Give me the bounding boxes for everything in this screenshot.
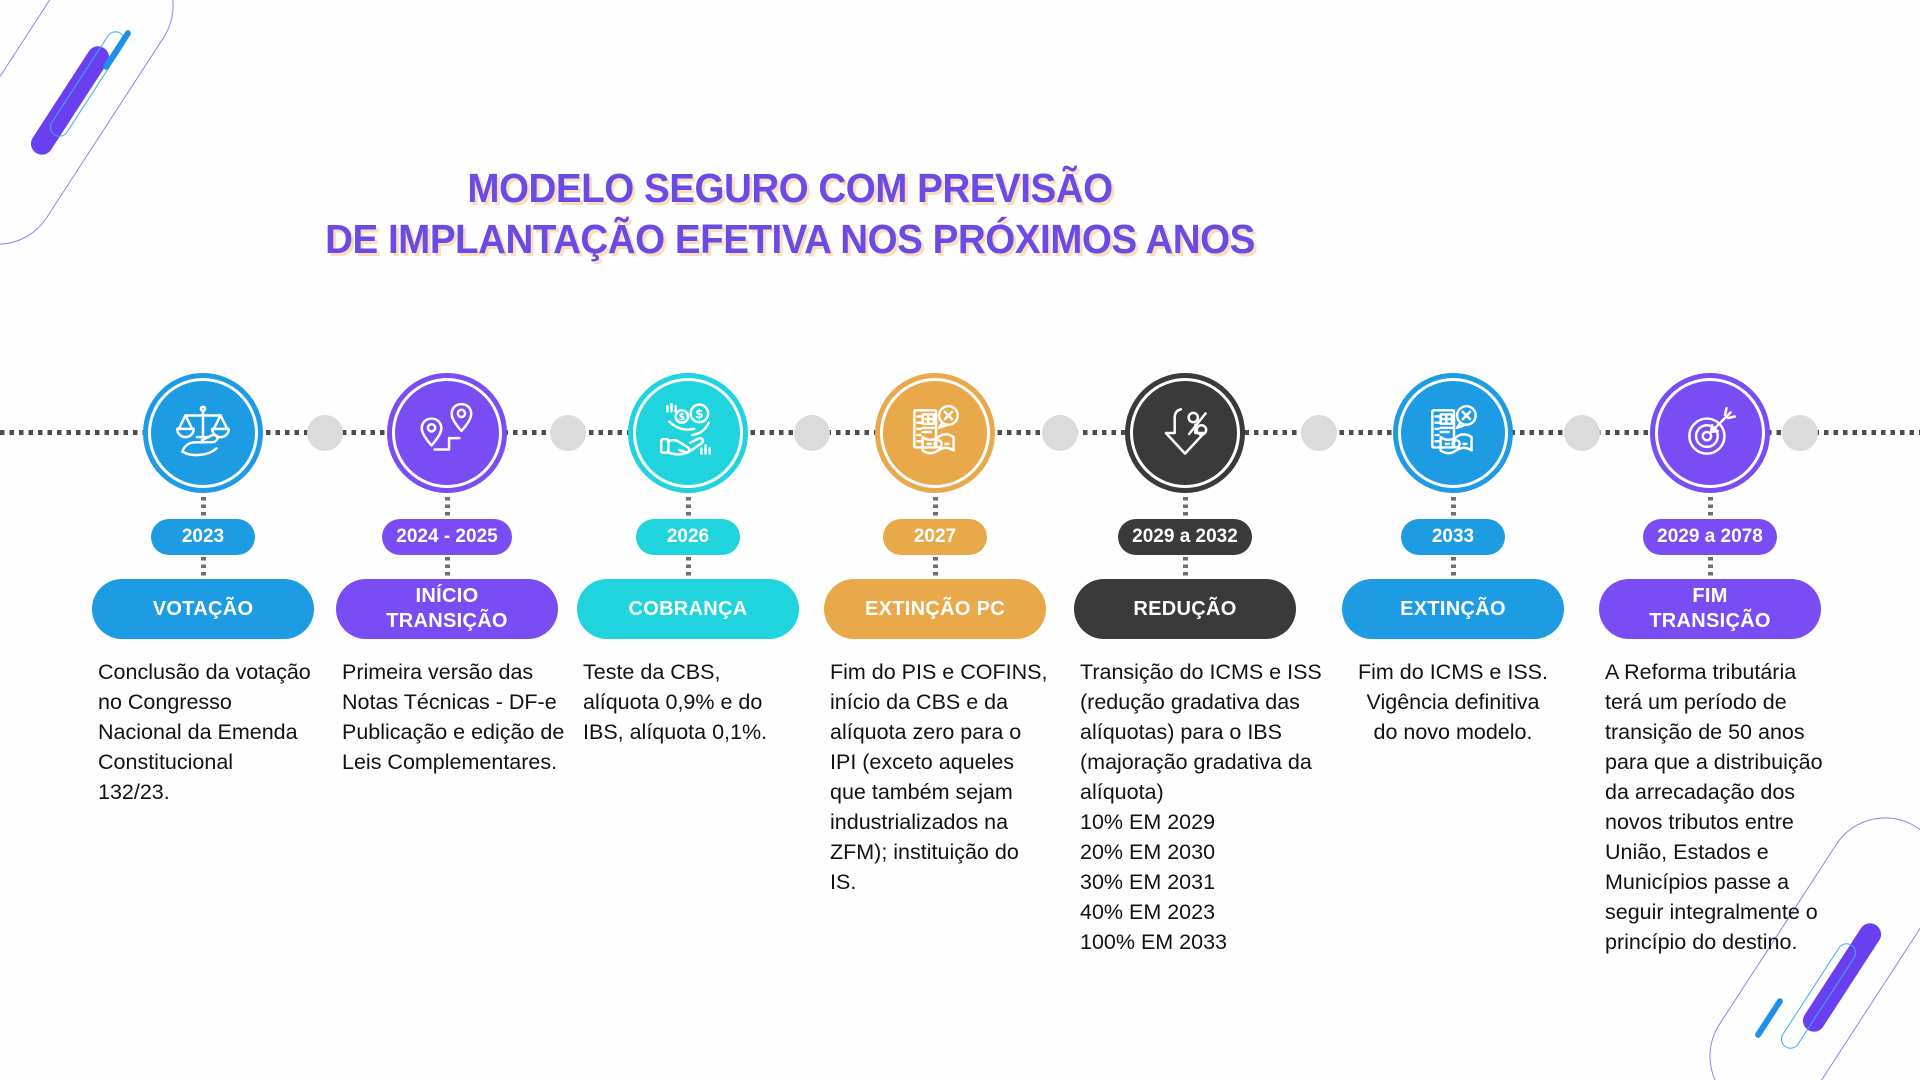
timeline-dot — [1042, 415, 1078, 451]
timeline-dot — [1564, 415, 1600, 451]
timeline-node-votacao: 2023 VOTAÇÃO Conclusão da votação no Con… — [75, 373, 331, 807]
node-description: Primeira versão das Notas Técnicas - DF-… — [342, 660, 565, 774]
page-title-line-1: MODELO SEGURO COM PREVISÃO — [467, 165, 1113, 212]
connector-dotted-line — [1182, 557, 1188, 577]
phase-pill: FIM TRANSIÇÃO — [1599, 579, 1821, 639]
node-circle — [387, 373, 507, 493]
year-badge: 2029 a 2078 — [1643, 519, 1777, 555]
timeline-dot — [307, 415, 343, 451]
year-badge: 2027 — [883, 519, 987, 555]
page-title: MODELO SEGURO COM PREVISÃO DE IMPLANTAÇÃ… — [47, 163, 1532, 265]
invoice-cancel-icon — [1420, 400, 1486, 466]
timeline-node-extincao-pc: 2027 EXTINÇÃO PC Fim do PIS e COFINS, in… — [807, 373, 1063, 897]
node-description: A Reforma tributária terá um período de … — [1605, 660, 1823, 954]
node-description: Conclusão da votação no Congresso Nacion… — [98, 660, 311, 804]
node-circle — [143, 373, 263, 493]
timeline-dot — [1301, 415, 1337, 451]
timeline-node-cobranca: $ $ 2026 COBRANÇA Teste da CBS, alíquota… — [560, 373, 816, 747]
connector-dotted-line — [1707, 497, 1713, 517]
connector-dotted-line — [200, 497, 206, 517]
connector-dotted-line — [200, 557, 206, 577]
page-title-line-2: DE IMPLANTAÇÃO EFETIVA NOS PRÓXIMOS ANOS — [325, 216, 1255, 263]
year-badge: 2029 a 2032 — [1118, 519, 1252, 555]
decoration-purple-bar — [26, 42, 114, 159]
connector-dotted-line — [932, 497, 938, 517]
svg-text:$: $ — [695, 407, 704, 421]
timeline-node-fim-transicao: 2029 a 2078 FIM TRANSIÇÃO A Reforma trib… — [1582, 373, 1838, 957]
target-dart-icon — [1677, 400, 1743, 466]
timeline-node-extincao: 2033 EXTINÇÃO Fim do ICMS e ISS. Vigênci… — [1325, 373, 1581, 747]
decoration-cyan-capsule — [46, 27, 129, 141]
phase-pill: VOTAÇÃO — [92, 579, 314, 639]
year-badge: 2033 — [1401, 519, 1505, 555]
node-circle — [1125, 373, 1245, 493]
connector-dotted-line — [444, 497, 450, 517]
year-badge: 2026 — [636, 519, 740, 555]
decoration-blue-line — [101, 29, 133, 71]
node-circle — [1650, 373, 1770, 493]
phase-pill: INÍCIO TRANSIÇÃO — [336, 579, 558, 639]
year-badge: 2023 — [151, 519, 255, 555]
connector-dotted-line — [685, 557, 691, 577]
connector-dotted-line — [685, 497, 691, 517]
connector-dotted-line — [1450, 557, 1456, 577]
justice-scales-hand-icon — [170, 400, 236, 466]
decoration-blue-line — [1753, 997, 1785, 1039]
arrow-down-percent-icon — [1152, 400, 1218, 466]
timeline-dot — [794, 415, 830, 451]
node-description: Fim do ICMS e ISS. Vigência definitiva d… — [1358, 660, 1548, 744]
hand-coins-icon: $ $ — [655, 400, 721, 466]
node-circle: $ $ — [628, 373, 748, 493]
node-circle — [875, 373, 995, 493]
connector-dotted-line — [1450, 497, 1456, 517]
connector-dotted-line — [444, 557, 450, 577]
timeline-node-inicio-transicao: 2024 - 2025 INÍCIO TRANSIÇÃO Primeira ve… — [319, 373, 575, 777]
phase-pill: COBRANÇA — [577, 579, 799, 639]
connector-dotted-line — [932, 557, 938, 577]
node-description: Fim do PIS e COFINS, início da CBS e da … — [830, 660, 1048, 894]
invoice-cancel-icon — [902, 400, 968, 466]
phase-pill: EXTINÇÃO PC — [824, 579, 1046, 639]
connector-dotted-line — [1182, 497, 1188, 517]
phase-pill: REDUÇÃO — [1074, 579, 1296, 639]
route-pins-icon — [414, 400, 480, 466]
connector-dotted-line — [1707, 557, 1713, 577]
timeline-dot — [1782, 415, 1818, 451]
timeline-dot — [550, 415, 586, 451]
phase-pill: EXTINÇÃO — [1342, 579, 1564, 639]
node-description: Transição do ICMS e ISS (redução gradati… — [1080, 660, 1322, 954]
svg-text:$: $ — [679, 412, 685, 423]
node-description: Teste da CBS, alíquota 0,9% e do IBS, al… — [583, 660, 768, 744]
year-badge: 2024 - 2025 — [382, 519, 512, 555]
timeline-node-reducao: 2029 a 2032 REDUÇÃO Transição do ICMS e … — [1057, 373, 1322, 957]
node-circle — [1393, 373, 1513, 493]
